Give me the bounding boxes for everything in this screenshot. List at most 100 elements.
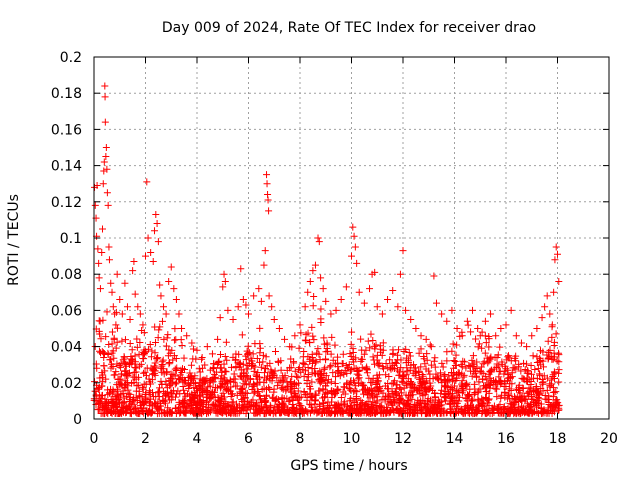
data-point xyxy=(354,368,362,376)
data-point xyxy=(486,367,494,375)
data-point xyxy=(115,361,123,369)
data-point xyxy=(113,391,121,399)
data-point xyxy=(415,384,423,392)
data-point xyxy=(375,359,383,367)
data-point xyxy=(442,387,450,395)
data-point xyxy=(415,375,423,383)
data-point xyxy=(252,399,260,407)
data-point xyxy=(506,400,514,408)
data-point xyxy=(227,410,235,418)
data-point xyxy=(310,408,318,416)
data-point xyxy=(98,404,106,412)
data-point xyxy=(167,370,175,378)
data-point xyxy=(259,351,267,359)
data-point xyxy=(535,395,543,403)
data-point xyxy=(236,372,244,380)
data-point xyxy=(310,369,318,377)
data-point xyxy=(550,338,558,346)
data-point xyxy=(203,407,211,415)
data-point xyxy=(342,283,350,291)
data-point xyxy=(487,353,495,361)
data-point xyxy=(427,343,435,351)
data-point xyxy=(233,391,241,399)
data-point xyxy=(214,409,222,417)
data-point xyxy=(331,341,339,349)
data-point xyxy=(395,346,403,354)
data-point xyxy=(98,382,106,390)
data-point xyxy=(466,385,474,393)
data-point xyxy=(291,332,299,340)
data-point xyxy=(423,388,431,396)
data-point xyxy=(426,379,434,387)
data-point xyxy=(192,355,200,363)
data-point xyxy=(151,349,159,357)
data-point xyxy=(437,376,445,384)
data-point xyxy=(294,387,302,395)
data-point xyxy=(384,296,392,304)
data-point xyxy=(287,387,295,395)
data-point xyxy=(324,376,332,384)
data-point xyxy=(193,346,201,354)
data-point xyxy=(327,310,335,318)
data-point xyxy=(538,379,546,387)
y-axis-title: ROTI / TECUs xyxy=(6,194,22,286)
data-point xyxy=(301,303,309,311)
data-point xyxy=(101,367,109,375)
data-point xyxy=(308,350,316,358)
data-point xyxy=(149,258,157,266)
data-point xyxy=(235,350,243,358)
data-point xyxy=(522,395,530,403)
data-point xyxy=(275,358,283,366)
data-point xyxy=(437,390,445,398)
data-point xyxy=(162,391,170,399)
data-point xyxy=(223,386,231,394)
x-tick-label: 18 xyxy=(549,431,567,447)
data-point xyxy=(437,386,445,394)
data-point xyxy=(376,384,384,392)
data-point xyxy=(111,404,119,412)
data-point xyxy=(116,399,124,407)
data-point xyxy=(222,408,230,416)
data-point xyxy=(268,303,276,311)
data-point xyxy=(526,400,534,408)
data-point xyxy=(512,394,520,402)
data-point xyxy=(102,144,110,151)
y-tick-label: 0.06 xyxy=(51,303,82,319)
data-point xyxy=(367,385,375,393)
data-point xyxy=(485,408,493,416)
data-point xyxy=(448,393,456,401)
data-point xyxy=(538,314,546,322)
data-point xyxy=(131,358,139,366)
data-point xyxy=(496,401,504,409)
data-point xyxy=(229,315,237,323)
data-point xyxy=(327,350,335,358)
data-point xyxy=(329,369,337,377)
data-point xyxy=(332,306,340,314)
data-point xyxy=(324,347,332,355)
x-tick-label: 4 xyxy=(193,431,202,447)
data-point xyxy=(437,409,445,417)
data-point xyxy=(372,379,380,387)
data-point xyxy=(505,408,513,416)
data-point xyxy=(304,288,312,296)
data-point xyxy=(453,341,461,349)
data-point xyxy=(519,385,527,393)
data-point xyxy=(347,365,355,373)
data-point xyxy=(493,393,501,401)
data-point xyxy=(180,354,188,362)
data-point xyxy=(387,365,395,373)
data-point xyxy=(139,397,147,405)
data-point xyxy=(164,404,172,412)
data-point xyxy=(221,353,229,361)
data-point xyxy=(454,369,462,377)
data-point xyxy=(113,381,121,389)
data-point xyxy=(357,402,365,410)
data-point xyxy=(506,395,514,403)
data-point xyxy=(147,248,155,256)
data-point xyxy=(402,371,410,379)
data-point xyxy=(217,375,225,383)
data-point xyxy=(149,393,157,401)
data-point xyxy=(104,351,112,359)
data-point xyxy=(527,385,535,393)
data-point xyxy=(101,118,109,126)
